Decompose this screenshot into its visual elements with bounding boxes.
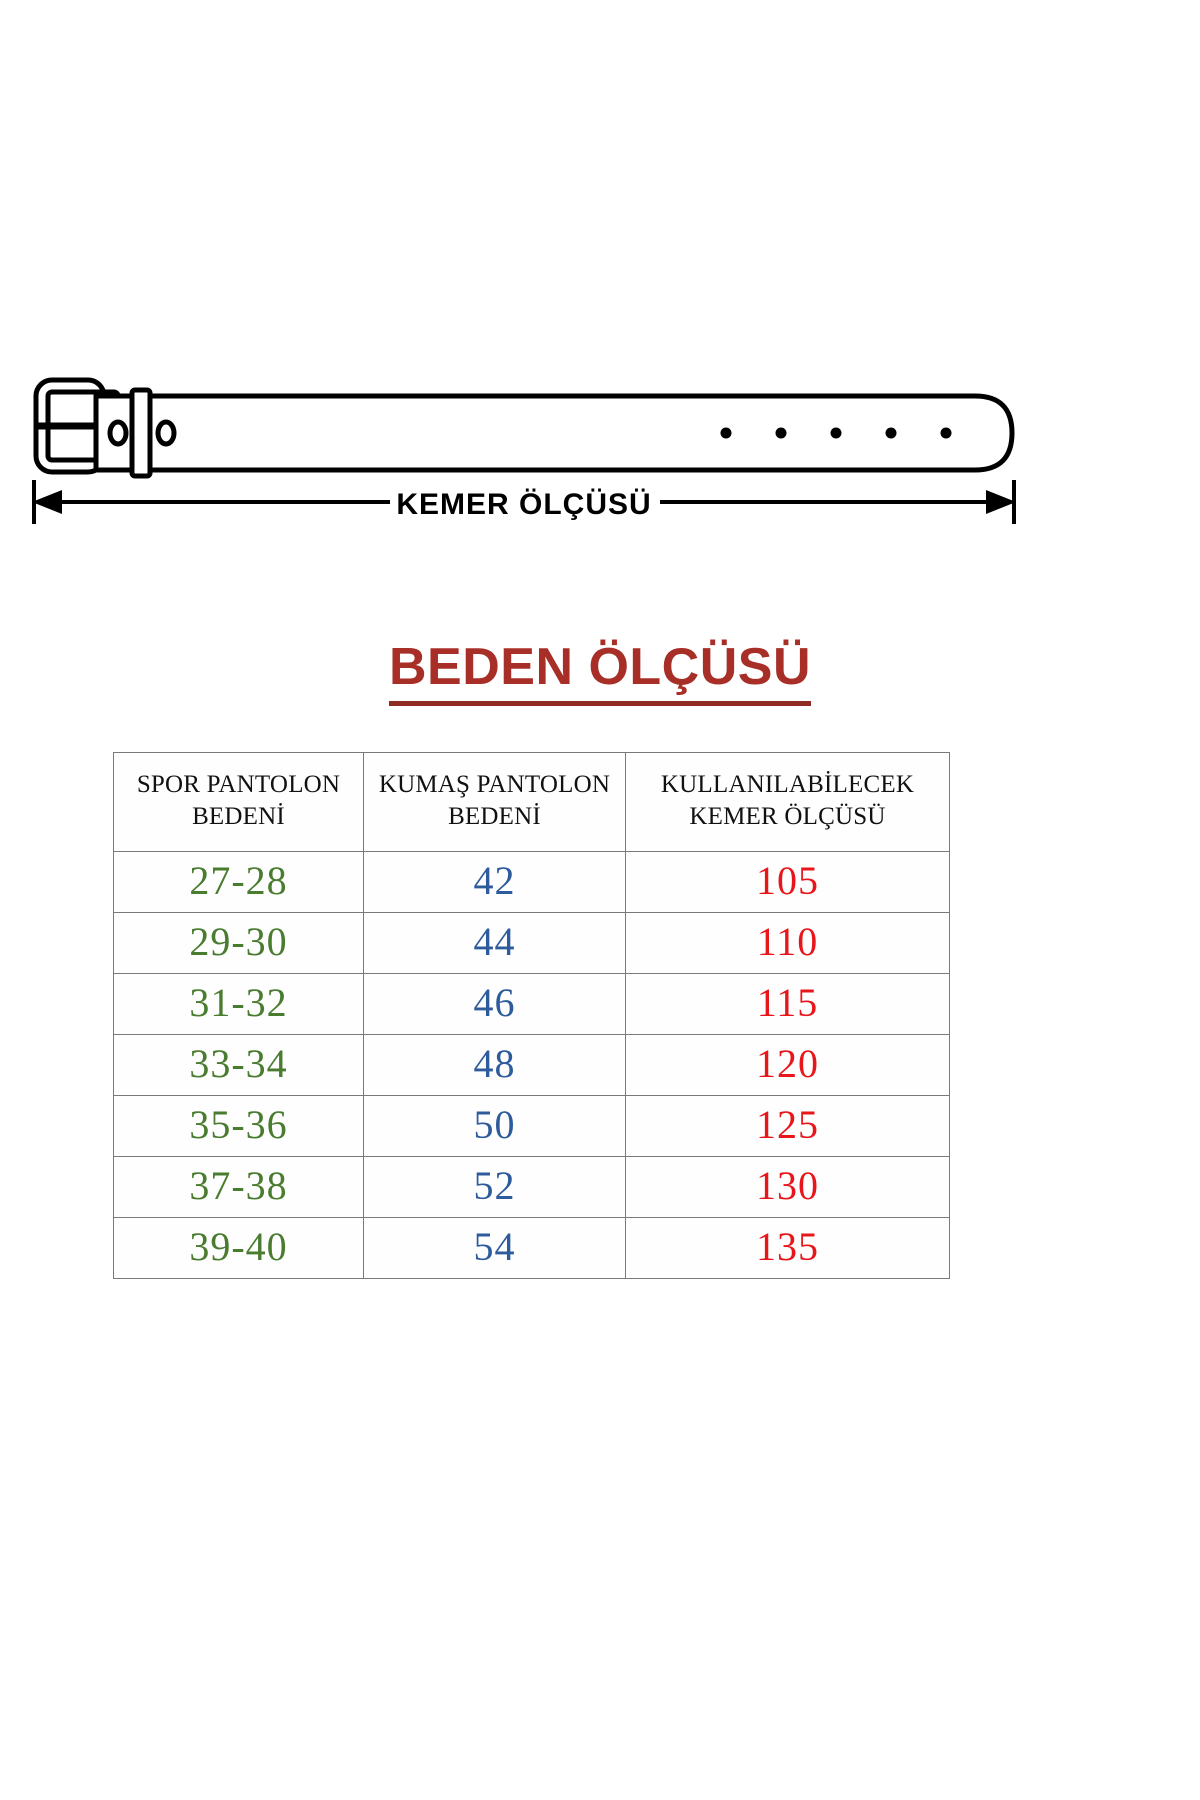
table-cell-spor: 31-32: [113, 973, 364, 1035]
header-line-2: KEMER ÖLÇÜSÜ: [689, 803, 886, 830]
table-cell-kumas: 42: [363, 851, 626, 913]
header-line-1: SPOR PANTOLON: [136, 771, 341, 798]
table-row: 35-36 50 125: [113, 1095, 950, 1157]
header-line-1: KUMAŞ PANTOLON: [378, 771, 611, 798]
belt-strap: [93, 393, 1015, 473]
table-row: 31-32 46 115: [113, 973, 950, 1035]
table-cell-kumas: 44: [363, 912, 626, 974]
column-header-kumas-pantolon: KUMAŞ PANTOLON BEDENİ: [363, 752, 626, 852]
belt-diagram: KEMER ÖLÇÜSÜ: [0, 340, 1200, 560]
table-cell-kumas: 54: [363, 1217, 626, 1279]
column-header-spor-pantolon: SPOR PANTOLON BEDENİ: [113, 752, 364, 852]
table-cell-kumas: 48: [363, 1034, 626, 1096]
size-chart-table: SPOR PANTOLON BEDENİ KUMAŞ PANTOLON BEDE…: [113, 752, 950, 1279]
belt-holes-group: [720, 427, 952, 439]
belt-keeper-loop: [129, 387, 153, 479]
table-cell-kemer: 105: [625, 851, 950, 913]
table-cell-kemer: 120: [625, 1034, 950, 1096]
table-cell-kumas: 46: [363, 973, 626, 1035]
table-row: 33-34 48 120: [113, 1034, 950, 1096]
table-row: 37-38 52 130: [113, 1156, 950, 1218]
table-cell-kemer: 125: [625, 1095, 950, 1157]
table-row: 27-28 42 105: [113, 851, 950, 913]
belt-hole: [720, 427, 732, 439]
table-cell-kemer: 110: [625, 912, 950, 974]
table-cell-kumas: 52: [363, 1156, 626, 1218]
table-cell-spor: 35-36: [113, 1095, 364, 1157]
size-table-container: SPOR PANTOLON BEDENİ KUMAŞ PANTOLON BEDE…: [113, 752, 950, 1279]
table-row: 29-30 44 110: [113, 912, 950, 974]
belt-hole: [940, 427, 952, 439]
table-cell-spor: 27-28: [113, 851, 364, 913]
table-header: SPOR PANTOLON BEDENİ KUMAŞ PANTOLON BEDE…: [113, 752, 950, 852]
size-title-container: BEDEN ÖLÇÜSÜ: [0, 640, 1200, 706]
header-line-1: KULLANILABİLECEK: [660, 771, 915, 798]
belt-illustration-svg: KEMER ÖLÇÜSÜ: [32, 377, 1016, 524]
table-cell-spor: 37-38: [113, 1156, 364, 1218]
table-cell-spor: 39-40: [113, 1217, 364, 1279]
header-line-2: BEDENİ: [448, 803, 541, 830]
column-header-kemer-olcusu: KULLANILABİLECEK KEMER ÖLÇÜSÜ: [625, 752, 950, 852]
belt-measure-label: KEMER ÖLÇÜSÜ: [396, 488, 651, 521]
page-title: BEDEN ÖLÇÜSÜ: [388, 640, 812, 706]
table-row: 39-40 54 135: [113, 1217, 950, 1279]
table-cell-kumas: 50: [363, 1095, 626, 1157]
belt-hole: [885, 427, 897, 439]
table-cell-kemer: 115: [625, 973, 950, 1035]
belt-hole: [830, 427, 842, 439]
table-header-row: SPOR PANTOLON BEDENİ KUMAŞ PANTOLON BEDE…: [113, 752, 950, 852]
belt-adjust-holes: [107, 419, 177, 447]
measurement-arrow: [32, 480, 1016, 524]
belt-hole: [775, 427, 787, 439]
header-line-2: BEDENİ: [192, 803, 285, 830]
table-cell-kemer: 130: [625, 1156, 950, 1218]
table-cell-kemer: 135: [625, 1217, 950, 1279]
table-cell-spor: 33-34: [113, 1034, 364, 1096]
table-body: 27-28 42 105 29-30 44 110 31-32 46 115 33-34 48 120…: [113, 851, 950, 1279]
table-cell-spor: 29-30: [113, 912, 364, 974]
